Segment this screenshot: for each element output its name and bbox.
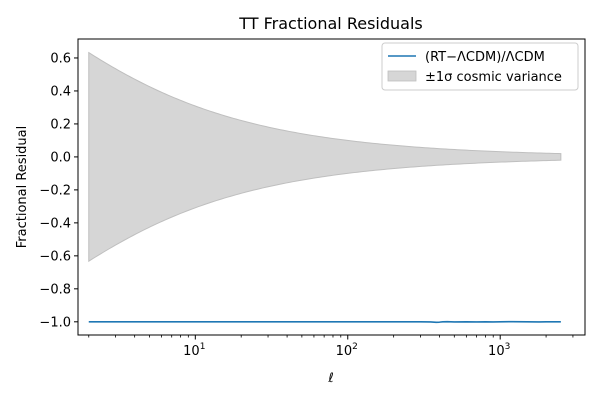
legend-band-swatch [387, 70, 417, 82]
x-axis: 101 102 103 [88, 335, 574, 359]
x-tick-label: 102 [336, 342, 358, 359]
y-tick-label: 0.4 [50, 84, 71, 99]
y-tick-label: −1.0 [39, 315, 71, 330]
y-tick-label: −0.4 [39, 216, 71, 231]
y-tick-label: 0.6 [50, 51, 71, 66]
legend: (RT−ΛCDM)/ΛCDM ±1σ cosmic variance [381, 42, 579, 91]
x-tick-label: 101 [183, 342, 205, 359]
x-axis-label: ℓ [327, 371, 333, 386]
cosmic-variance-band [88, 51, 562, 263]
y-tick-label: 0.0 [50, 150, 71, 165]
legend-label-series: (RT−ΛCDM)/ΛCDM [425, 50, 545, 65]
plot-frame [77, 38, 586, 336]
series-layer [88, 320, 561, 324]
band-layer [88, 51, 562, 263]
y-tick-label: 0.2 [50, 117, 71, 132]
legend-label-band: ±1σ cosmic variance [425, 70, 562, 85]
y-axis-label: Fractional Residual [15, 126, 30, 249]
y-tick-label: −0.2 [39, 183, 71, 198]
y-tick-label: −0.8 [39, 282, 71, 297]
series-line-0 [88, 320, 561, 324]
y-tick-label: −0.6 [39, 249, 71, 264]
y-axis: 0.6 0.4 0.2 0.0 −0.2 −0.4 −0.6 −0.8 −1.0 [39, 51, 78, 330]
legend-frame [381, 42, 579, 91]
x-tick-label: 103 [488, 342, 510, 359]
chart-title: TT Fractional Residuals [238, 14, 422, 33]
